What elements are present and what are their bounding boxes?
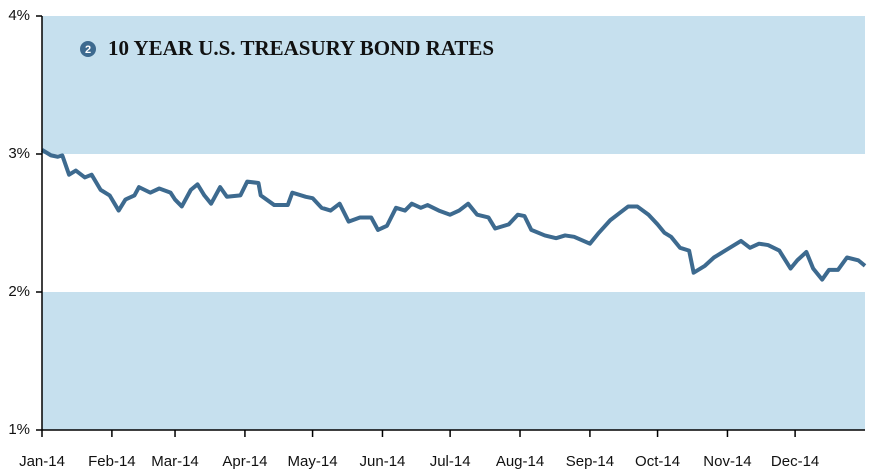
- x-tick-label: Nov-14: [703, 453, 751, 470]
- title-marker: 2: [85, 44, 91, 56]
- x-tick-label: Feb-14: [88, 453, 136, 470]
- y-tick-label: 1%: [8, 421, 30, 438]
- band: [42, 16, 865, 154]
- x-tick-label: Jul-14: [430, 453, 471, 470]
- y-tick-label: 2%: [8, 283, 30, 300]
- x-tick-label: Sep-14: [566, 453, 614, 470]
- y-tick-label: 3%: [8, 145, 30, 162]
- bands: [42, 16, 865, 430]
- band: [42, 292, 865, 430]
- x-tick-label: Dec-14: [771, 453, 819, 470]
- x-tick-label: Apr-14: [222, 453, 267, 470]
- line: [40, 148, 867, 282]
- plot: [40, 148, 867, 282]
- x-tick-label: Aug-14: [496, 453, 544, 470]
- x-tick-label: Jun-14: [360, 453, 406, 470]
- x-tick-label: Oct-14: [635, 453, 680, 470]
- y-tick-label: 4%: [8, 7, 30, 24]
- chart-title: 10 YEAR U.S. TREASURY BOND RATES: [108, 36, 494, 60]
- x-tick-label: May-14: [288, 453, 338, 470]
- x-tick-label: Mar-14: [151, 453, 199, 470]
- x-tick-label: Jan-14: [19, 453, 65, 470]
- title-marker-badge: [80, 41, 96, 57]
